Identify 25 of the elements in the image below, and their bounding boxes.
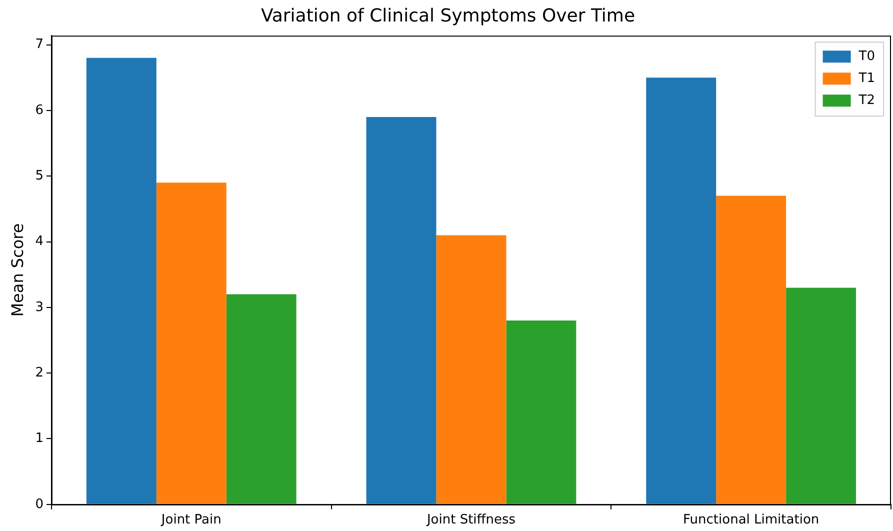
bar	[156, 182, 226, 504]
y-tick-label: 3	[35, 300, 44, 315]
y-tick-label: 5	[35, 168, 44, 184]
bar	[506, 320, 576, 504]
bar	[646, 78, 716, 504]
legend-label: T2	[858, 92, 876, 108]
bar	[786, 288, 856, 504]
y-tick-label: 6	[35, 102, 44, 118]
y-tick-label: 1	[35, 431, 44, 446]
bar	[436, 235, 506, 504]
legend-label: T0	[858, 48, 876, 64]
y-tick-label: 4	[35, 234, 44, 250]
x-tick-label: Functional Limitation	[683, 512, 820, 528]
legend-label: T1	[858, 70, 876, 86]
y-tick-label: 0	[35, 496, 44, 512]
bar	[226, 294, 296, 504]
bar	[366, 117, 436, 504]
bar	[86, 58, 156, 504]
y-tick-label: 2	[35, 365, 44, 380]
y-tick-label: 7	[35, 37, 44, 52]
chart-title: Variation of Clinical Symptoms Over Time	[260, 5, 636, 26]
y-axis-title: Mean Score	[8, 223, 27, 317]
x-tick-label: Joint Pain	[160, 512, 222, 528]
bar	[716, 196, 786, 504]
x-tick-label: Joint Stiffness	[426, 512, 516, 528]
